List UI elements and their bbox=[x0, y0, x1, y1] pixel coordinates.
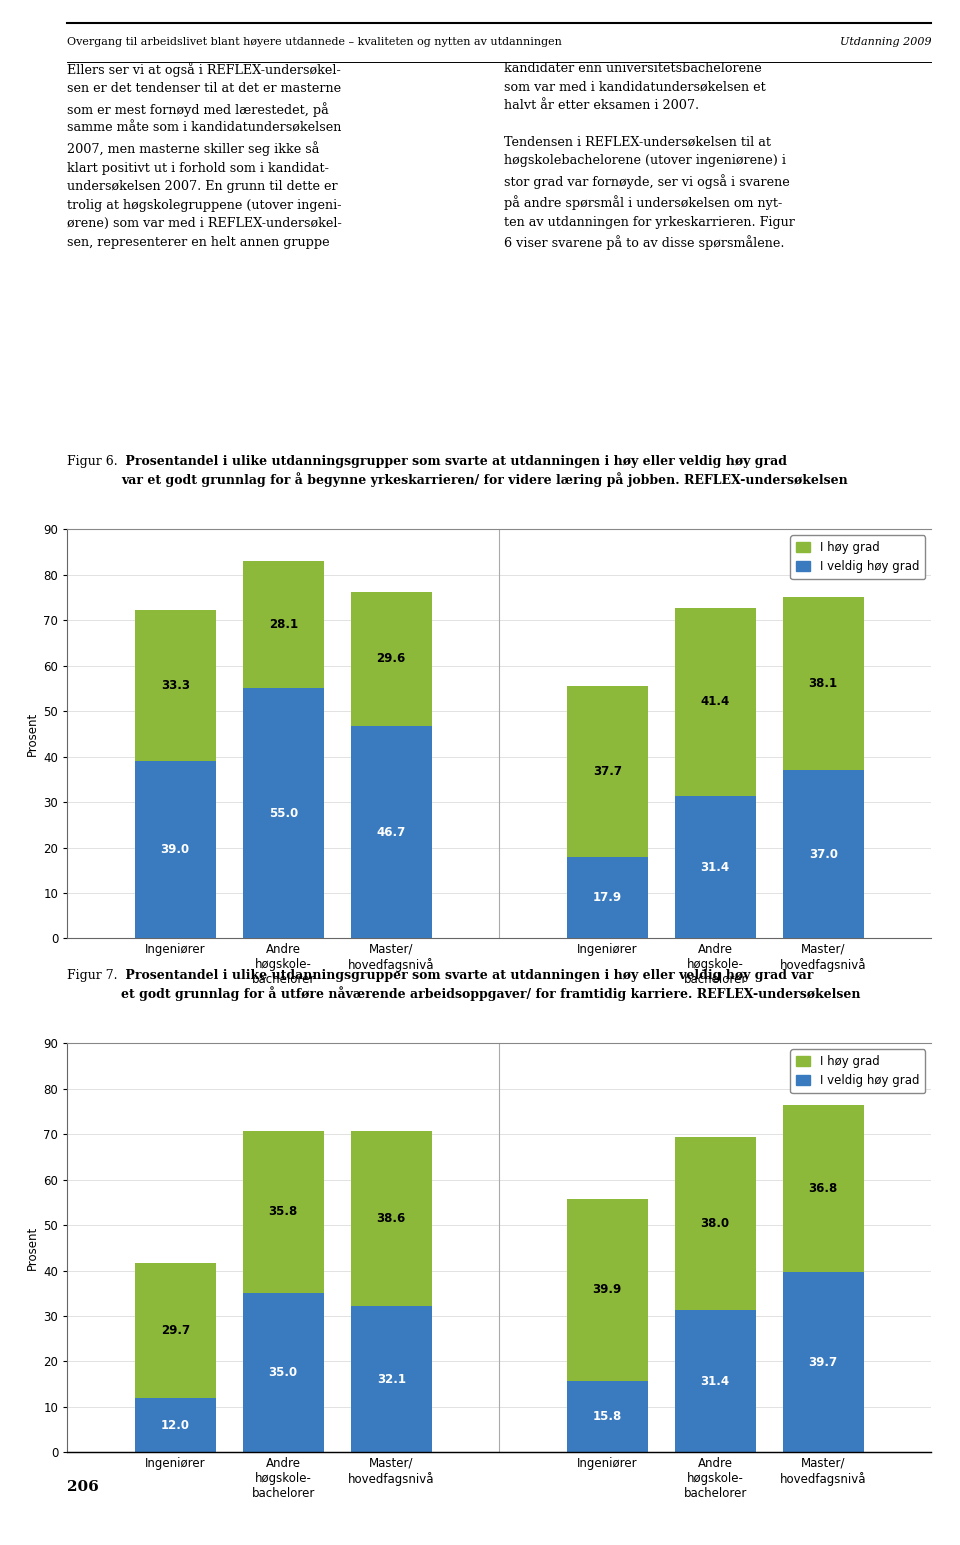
Text: 29.7: 29.7 bbox=[160, 1324, 190, 1336]
Bar bbox=[566, 1199, 648, 1381]
Bar bbox=[675, 1137, 756, 1310]
Legend: I høy grad, I veldig høy grad: I høy grad, I veldig høy grad bbox=[790, 535, 925, 579]
Bar bbox=[566, 857, 648, 938]
Text: 39.0: 39.0 bbox=[160, 844, 190, 856]
Bar bbox=[566, 1381, 648, 1452]
Text: 17.9: 17.9 bbox=[592, 891, 622, 904]
Text: 36.8: 36.8 bbox=[808, 1182, 838, 1194]
Text: Prosentandel i ulike utdanningsgrupper som svarte at utdanningen i høy eller vel: Prosentandel i ulike utdanningsgrupper s… bbox=[121, 456, 848, 487]
Bar bbox=[675, 796, 756, 938]
Bar bbox=[134, 610, 216, 762]
Text: Videre læring på jobben: Videre læring på jobben bbox=[644, 1086, 786, 1100]
Y-axis label: Prosent: Prosent bbox=[26, 1225, 39, 1270]
Text: 38.6: 38.6 bbox=[376, 1213, 406, 1225]
Text: Figur 6.: Figur 6. bbox=[67, 456, 118, 468]
Text: 41.4: 41.4 bbox=[701, 695, 730, 708]
Text: 33.3: 33.3 bbox=[160, 678, 190, 692]
Bar bbox=[566, 686, 648, 857]
Bar bbox=[782, 1105, 864, 1272]
Text: Figur 7.: Figur 7. bbox=[67, 969, 118, 983]
Bar bbox=[782, 1272, 864, 1452]
Legend: I høy grad, I veldig høy grad: I høy grad, I veldig høy grad bbox=[790, 1049, 925, 1092]
Text: 35.0: 35.0 bbox=[269, 1366, 298, 1380]
Bar bbox=[243, 1293, 324, 1452]
Bar bbox=[243, 689, 324, 938]
Bar bbox=[134, 1262, 216, 1398]
Bar bbox=[350, 592, 432, 726]
Bar bbox=[675, 1310, 756, 1452]
Text: Overgang til arbeidslivet blant høyere utdannede – kvaliteten og nytten av utdan: Overgang til arbeidslivet blant høyere u… bbox=[67, 37, 562, 48]
Bar bbox=[134, 762, 216, 938]
Text: kandidater enn universitetsbachelorene
som var med i kandidatundersøkelsen et
ha: kandidater enn universitetsbachelorene s… bbox=[503, 62, 794, 250]
Text: 46.7: 46.7 bbox=[376, 827, 406, 839]
Text: 38.0: 38.0 bbox=[701, 1217, 730, 1230]
Text: 31.4: 31.4 bbox=[701, 1375, 730, 1387]
Text: Starte yrkeskarrieren: Starte yrkeskarrieren bbox=[221, 1086, 346, 1098]
Text: 32.1: 32.1 bbox=[376, 1374, 406, 1386]
Text: 39.7: 39.7 bbox=[808, 1355, 838, 1369]
Text: 37.7: 37.7 bbox=[592, 765, 622, 777]
Bar bbox=[350, 1307, 432, 1452]
Text: 29.6: 29.6 bbox=[376, 652, 406, 666]
Text: 206: 206 bbox=[67, 1480, 99, 1494]
Bar bbox=[782, 596, 864, 771]
Text: 37.0: 37.0 bbox=[808, 848, 838, 861]
Text: 39.9: 39.9 bbox=[592, 1284, 622, 1296]
Bar bbox=[782, 771, 864, 938]
Text: 31.4: 31.4 bbox=[701, 861, 730, 873]
Text: Utdanning 2009: Utdanning 2009 bbox=[840, 37, 931, 48]
Bar bbox=[350, 726, 432, 938]
Bar bbox=[243, 561, 324, 689]
Text: 15.8: 15.8 bbox=[592, 1411, 622, 1423]
Bar bbox=[675, 607, 756, 796]
Text: 28.1: 28.1 bbox=[269, 618, 298, 630]
Text: Ellers ser vi at også i REFLEX-undersøkel-
sen er det tendenser til at det er ma: Ellers ser vi at også i REFLEX-undersøke… bbox=[67, 62, 342, 249]
Text: 38.1: 38.1 bbox=[808, 677, 838, 691]
Text: Prosentandel i ulike utdanningsgrupper som svarte at utdanningen i høy eller vel: Prosentandel i ulike utdanningsgrupper s… bbox=[121, 969, 860, 1001]
Y-axis label: Prosent: Prosent bbox=[26, 712, 39, 756]
Bar bbox=[350, 1131, 432, 1307]
Text: 35.8: 35.8 bbox=[269, 1205, 298, 1219]
Text: 55.0: 55.0 bbox=[269, 806, 298, 820]
Bar bbox=[134, 1398, 216, 1452]
Text: 12.0: 12.0 bbox=[160, 1418, 190, 1432]
Bar bbox=[243, 1131, 324, 1293]
